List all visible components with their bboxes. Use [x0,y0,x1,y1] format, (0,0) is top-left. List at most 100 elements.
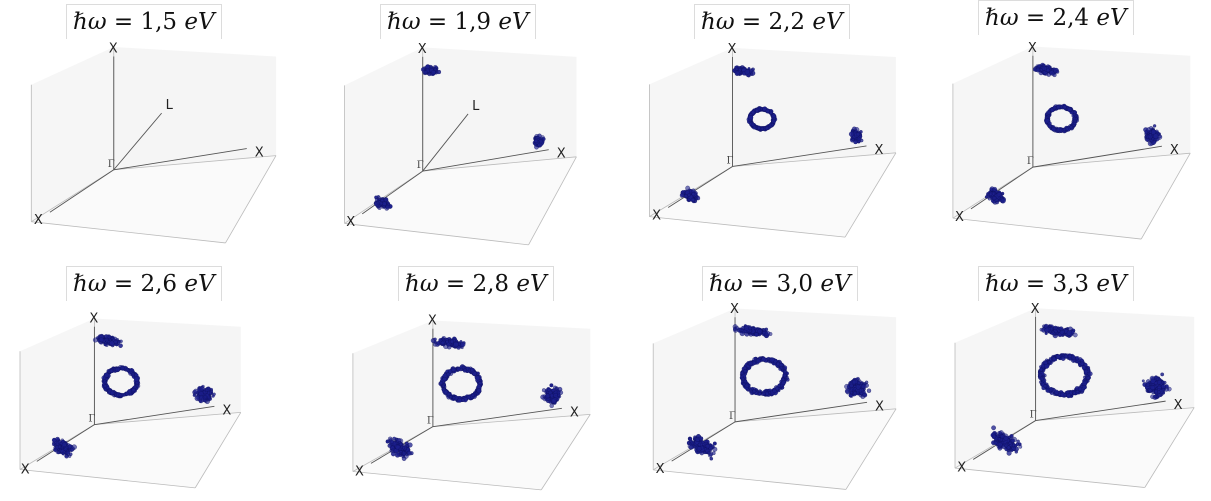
data-point [551,398,557,404]
data-point [709,456,714,461]
data-point [991,425,996,431]
data-point [734,70,740,76]
back-pane [113,47,277,170]
data-point [461,365,466,370]
data-point [55,445,60,450]
data-point [848,131,855,137]
data-point [679,193,685,198]
axis-x-left [970,166,1034,210]
data-point [758,356,762,360]
data-point [760,127,765,131]
data-point [118,343,123,348]
data-point [1141,379,1145,383]
data-point [741,377,745,381]
data-point [456,367,461,372]
energy-value: 1,9 [454,9,492,35]
data-point [989,192,993,196]
left-pane [20,318,95,470]
data-point [1157,379,1162,385]
plot-canvas: X X X Γ [352,314,591,491]
data-point [460,341,466,348]
x-left-label: X [34,213,43,228]
x-top-label: X [730,302,739,317]
data-point [1063,354,1068,359]
data-point [1149,126,1153,130]
data-point [691,188,696,194]
equals-sign: = [1018,271,1053,297]
top-x-cloud [1032,62,1060,78]
data-point [118,393,123,397]
data-point [193,388,199,394]
brillouin-3d-plot: X X X Γ [8,290,248,494]
floor-pane [344,156,577,245]
data-point [1041,65,1047,71]
data-point [751,110,756,115]
brillouin-3d-plot: X X X Γ L [332,14,584,252]
data-point [1072,112,1076,117]
back-pane [732,47,896,167]
data-point [198,391,204,397]
data-point [696,446,702,452]
data-point [1075,356,1080,361]
data-point [1160,372,1165,377]
hbar-omega-symbol: ℏω [73,271,107,297]
data-point [688,444,694,450]
energy-unit: eV [1096,5,1127,31]
data-point [61,452,65,456]
data-point [992,186,998,192]
data-point [389,439,395,444]
data-point [764,126,769,131]
data-point [700,440,705,445]
pane-edge [845,408,897,490]
data-point [992,196,997,201]
data-point [401,451,407,456]
data-point [402,446,406,450]
data-point [765,108,770,114]
l-point-ring [1037,353,1093,399]
data-point [750,386,754,391]
energy-value: 3,0 [776,271,814,297]
data-point [1046,68,1050,73]
data-point [764,330,771,337]
data-point [134,376,140,382]
data-point [771,118,776,124]
data-point [442,376,447,382]
data-point [394,452,401,458]
data-point [748,361,753,366]
left-pane [31,47,114,222]
data-point [781,380,787,385]
data-point [849,383,854,389]
data-point [1072,118,1077,123]
data-point [1149,133,1152,137]
gamma-label: Γ [729,411,736,422]
axis-x-left [49,169,115,213]
data-point [199,386,205,392]
data-point [687,193,691,197]
data-point [549,393,554,398]
pane-edge [1144,407,1195,488]
energy-value: 2,6 [140,271,178,297]
back-pane [735,308,897,422]
x-left-label: X [346,215,355,230]
top-x-cloud [92,333,123,348]
data-point [844,388,851,394]
energy-value: 2,4 [1052,5,1090,31]
data-point [762,391,766,396]
data-point [688,437,693,441]
data-point [379,201,384,206]
data-point [194,395,200,402]
data-point [387,443,392,448]
data-point [857,381,861,385]
data-point [452,396,456,400]
data-point [451,367,456,372]
data-point [1049,70,1055,76]
data-point [1014,444,1018,448]
data-point [743,369,748,374]
data-point [63,447,68,452]
data-point [744,69,750,75]
x-right-label: X [222,403,231,418]
l-point-ring [101,365,141,399]
data-point [744,383,750,388]
data-point [851,379,857,385]
data-point [545,393,551,398]
